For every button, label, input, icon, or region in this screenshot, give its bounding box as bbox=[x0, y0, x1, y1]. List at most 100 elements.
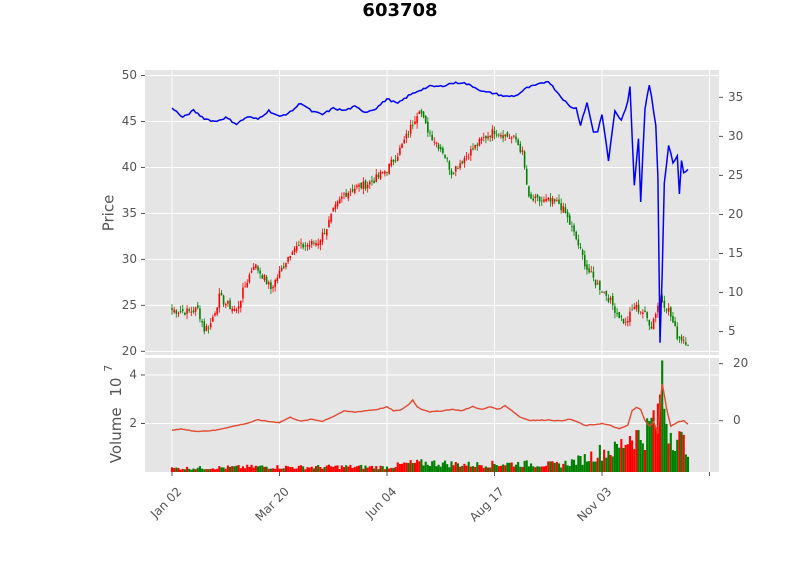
candle-body bbox=[306, 245, 309, 247]
candle-body bbox=[676, 326, 679, 339]
volume-bar bbox=[192, 468, 195, 472]
volume-bar bbox=[620, 439, 623, 472]
volume-bar bbox=[297, 465, 300, 472]
candle-body bbox=[381, 172, 384, 174]
candle-body bbox=[360, 182, 362, 188]
x-tick-label: Aug 17 bbox=[467, 484, 507, 524]
candle-body bbox=[298, 245, 300, 246]
candle-body bbox=[525, 168, 528, 185]
volume-bar bbox=[327, 464, 330, 472]
candle-body bbox=[424, 115, 427, 124]
candle-body bbox=[498, 134, 500, 136]
volume-ylabel: Volume bbox=[107, 407, 125, 463]
candle-body bbox=[446, 158, 448, 160]
candle-body bbox=[573, 225, 575, 232]
candle-body bbox=[181, 309, 184, 312]
volume-bar bbox=[639, 439, 642, 472]
volume-secondary-tick-label: 20 bbox=[733, 356, 748, 370]
candle-body bbox=[538, 196, 541, 202]
candle-body bbox=[227, 301, 229, 304]
volume-bar bbox=[383, 469, 386, 472]
volume-bar bbox=[635, 430, 638, 472]
volume-bar bbox=[431, 461, 434, 472]
volume-bar bbox=[459, 466, 462, 472]
candle-body bbox=[214, 313, 216, 316]
candle-body bbox=[349, 191, 352, 193]
volume-bar bbox=[370, 465, 373, 472]
volume-bar bbox=[218, 466, 221, 472]
candle-body bbox=[300, 242, 302, 244]
candle-body bbox=[504, 134, 507, 137]
volume-bar bbox=[396, 462, 399, 472]
candle-body bbox=[470, 149, 472, 156]
volume-bar bbox=[573, 459, 576, 472]
volume-bar bbox=[616, 443, 619, 472]
candle-body bbox=[609, 297, 612, 300]
volume-bar bbox=[557, 463, 561, 472]
candle-body bbox=[295, 245, 298, 251]
volume-bar bbox=[570, 459, 573, 472]
price-tick-label: 25 bbox=[122, 298, 137, 312]
candle-body bbox=[179, 310, 182, 312]
candle-body bbox=[250, 270, 253, 273]
candle-body bbox=[611, 295, 614, 306]
volume-bar bbox=[534, 467, 537, 472]
volume-bar bbox=[659, 394, 662, 472]
candle-body bbox=[571, 226, 573, 228]
candle-body bbox=[450, 170, 453, 175]
volume-bar bbox=[467, 461, 470, 472]
volume-bar bbox=[183, 469, 186, 472]
candle-body bbox=[457, 168, 459, 170]
volume-bar bbox=[280, 468, 283, 472]
volume-bar bbox=[676, 439, 679, 472]
candle-body bbox=[435, 142, 438, 144]
candle-body bbox=[654, 313, 657, 318]
volume-bar bbox=[592, 461, 595, 472]
candle-body bbox=[549, 197, 552, 202]
candle-body bbox=[616, 313, 618, 315]
volume-bar bbox=[581, 464, 584, 472]
candle-body bbox=[536, 194, 539, 198]
candle-body bbox=[330, 213, 332, 223]
candle-body bbox=[422, 111, 425, 118]
volume-bar bbox=[474, 466, 477, 472]
candle-body bbox=[192, 310, 195, 313]
candle-body bbox=[371, 180, 373, 182]
candle-body bbox=[377, 174, 380, 178]
candle-body bbox=[665, 309, 668, 311]
volume-bar bbox=[291, 466, 294, 472]
candle-body bbox=[629, 311, 631, 323]
volume-bar bbox=[263, 466, 266, 472]
volume-bar bbox=[551, 461, 554, 472]
svg-text:Volume 10 7: Volume 10 7 bbox=[102, 365, 125, 463]
secondary-tick-label: 35 bbox=[728, 90, 743, 104]
candle-body bbox=[332, 207, 335, 212]
volume-bar bbox=[205, 469, 208, 472]
candle-body bbox=[541, 200, 543, 202]
volume-bar bbox=[360, 464, 363, 472]
volume-bar bbox=[308, 467, 311, 472]
candle-body bbox=[237, 306, 240, 309]
candle-body bbox=[384, 171, 386, 174]
x-tick-label: Jan 02 bbox=[147, 484, 184, 521]
price-tick-label: 50 bbox=[122, 68, 137, 82]
series-lines bbox=[171, 81, 689, 434]
volume-exponent: 7 bbox=[102, 365, 115, 372]
chart-title: 603708 bbox=[362, 0, 438, 21]
candle-body bbox=[386, 172, 388, 173]
candle-body bbox=[414, 121, 416, 125]
candle-body bbox=[648, 319, 651, 326]
candle-body bbox=[364, 180, 367, 189]
candle-body bbox=[614, 306, 616, 313]
volume-bar bbox=[484, 466, 487, 472]
volume-bar bbox=[461, 465, 464, 472]
volume-bar bbox=[596, 457, 599, 472]
candle-body bbox=[353, 188, 356, 193]
secondary-tick-label: 5 bbox=[728, 324, 736, 338]
secondary-tick-label: 25 bbox=[728, 168, 743, 182]
volume-bar bbox=[259, 465, 262, 472]
volume-bar bbox=[643, 449, 647, 472]
gridlines bbox=[145, 70, 719, 472]
candle-body bbox=[429, 132, 431, 134]
